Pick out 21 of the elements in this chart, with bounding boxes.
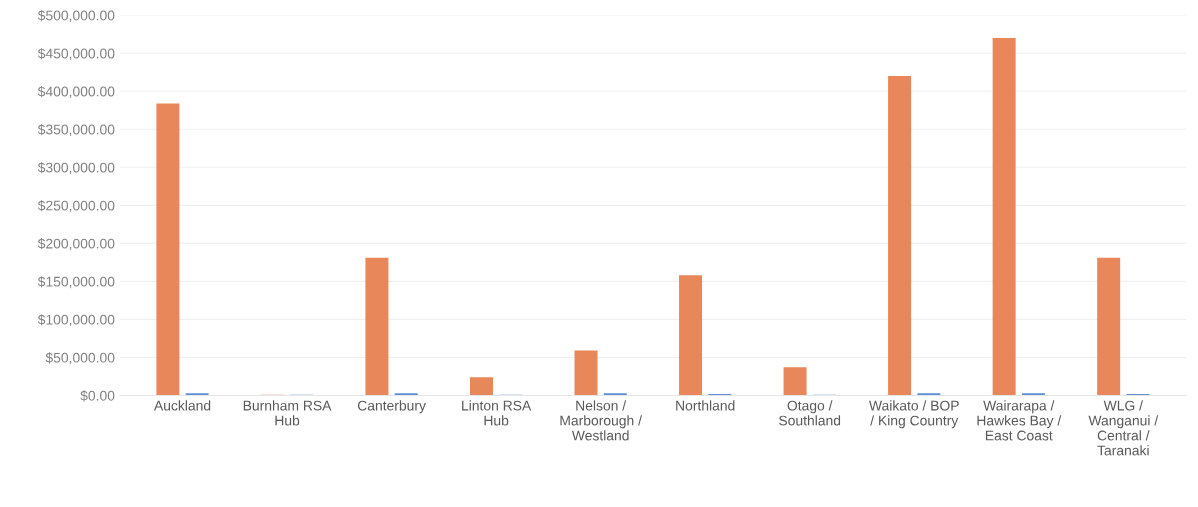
x-tick-label: Waikato / BOP / King Country [869, 400, 959, 429]
y-tick-label: $50,000.00 [45, 352, 115, 365]
y-tick-label: $350,000.00 [37, 124, 115, 137]
x-tick-label: Auckland [153, 400, 211, 411]
x-tick-label: Northland [676, 400, 735, 411]
x-tick-label: Otago / Southland [779, 400, 841, 426]
x-tick-label: Canterbury [357, 400, 426, 414]
y-tick-label: $500,000.00 [37, 9, 115, 23]
x-tick-label: Linton RSA Hub [462, 400, 532, 426]
y-tick-label: $250,000.00 [37, 200, 115, 213]
y-tick-label: $100,000.00 [37, 314, 115, 327]
y-tick-label: $150,000.00 [37, 276, 115, 289]
x-tick-label: WLG / Wanganui / Central / Taranaki [1088, 400, 1159, 456]
y-tick-label: $200,000.00 [37, 238, 115, 251]
x-tick-label: Wairarapa / Hawkes Bay / East Coast [977, 400, 1062, 441]
x-tick-label: Nelson / Marborough / Westland [560, 400, 642, 441]
y-tick-label: $0.00 [80, 390, 115, 402]
y-tick-label: $400,000.00 [37, 86, 115, 99]
y-tick-label: $450,000.00 [37, 47, 115, 61]
y-tick-label: $300,000.00 [37, 162, 115, 175]
x-tick-label: Burnham RSA Hub [243, 400, 332, 426]
